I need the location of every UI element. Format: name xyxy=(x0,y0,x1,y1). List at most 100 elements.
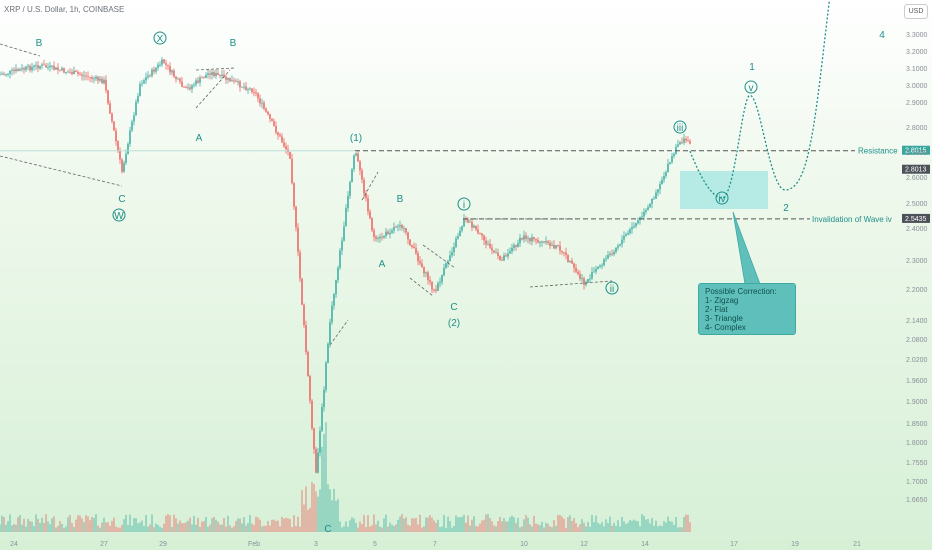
volume-bar xyxy=(11,525,13,532)
volume-bar xyxy=(385,514,387,532)
volume-bar xyxy=(225,526,227,532)
candle-body xyxy=(231,80,233,82)
candle-body xyxy=(681,142,683,144)
volume-bar xyxy=(25,526,27,532)
candle-body xyxy=(271,118,273,122)
candle-body xyxy=(459,230,461,236)
candle-body xyxy=(165,63,167,65)
y-tick-label: 1.6650 xyxy=(906,497,928,504)
candle-body xyxy=(621,239,623,245)
candle-body xyxy=(585,282,587,285)
candle-body xyxy=(411,244,413,247)
candle-body xyxy=(293,183,295,207)
candle-body xyxy=(647,207,649,211)
candle-body xyxy=(129,130,131,144)
candle-body xyxy=(307,351,309,377)
candle-body xyxy=(357,153,359,162)
candle-body xyxy=(235,80,237,82)
volume-bar xyxy=(449,521,451,532)
candle-body xyxy=(561,250,563,253)
volume-bar xyxy=(9,514,11,532)
volume-bar xyxy=(173,514,175,532)
volume-bar xyxy=(635,520,637,532)
candle-body xyxy=(183,86,185,88)
candle-body xyxy=(429,280,431,282)
candle-body xyxy=(51,65,53,67)
volume-bar xyxy=(369,526,371,532)
candle-body xyxy=(141,83,143,85)
volume-bar xyxy=(109,525,111,532)
volume-bar xyxy=(679,527,681,532)
candle-body xyxy=(29,65,31,71)
candle-body xyxy=(471,221,473,228)
volume-bar xyxy=(187,520,189,532)
candle-body xyxy=(567,255,569,262)
candle-body xyxy=(377,238,379,240)
currency-button[interactable]: USD xyxy=(904,4,928,19)
candle-body xyxy=(263,102,265,109)
volume-bar xyxy=(245,525,247,532)
volume-bar xyxy=(283,518,285,532)
wave-circle xyxy=(153,31,167,45)
volume-bar xyxy=(687,514,689,532)
candle-body xyxy=(153,69,155,72)
volume-bar xyxy=(137,523,139,532)
candle-body xyxy=(401,225,403,229)
candle-body xyxy=(27,65,29,67)
candle-body xyxy=(579,273,581,279)
price-tag xyxy=(902,164,930,174)
volume-bar xyxy=(619,526,621,532)
wave-label: 1 xyxy=(749,62,755,73)
volume-bar xyxy=(179,520,181,532)
volume-bar xyxy=(505,521,507,532)
candle-body xyxy=(467,219,469,223)
volume-bar xyxy=(1,515,3,532)
volume-bar xyxy=(195,524,197,532)
volume-bar xyxy=(17,517,19,532)
candle-body xyxy=(143,80,145,84)
candle-body xyxy=(247,89,249,90)
candle-body xyxy=(279,135,281,137)
volume-bar xyxy=(235,521,237,532)
candle-body xyxy=(689,141,691,144)
candle-body xyxy=(253,92,255,94)
x-tick-label: 10 xyxy=(520,541,528,548)
candle-body xyxy=(457,235,459,239)
candle-body xyxy=(507,253,509,257)
volume-bar xyxy=(303,504,305,532)
volume-bar xyxy=(375,524,377,532)
volume-bar xyxy=(247,523,249,532)
volume-bar xyxy=(101,522,103,532)
volume-bar xyxy=(267,521,269,532)
candle-body xyxy=(75,70,77,73)
volume-bar xyxy=(353,518,355,532)
volume-bar xyxy=(625,524,627,532)
candle-body xyxy=(535,238,537,241)
candle-body xyxy=(225,76,227,80)
candle-body xyxy=(599,265,601,267)
volume-bar xyxy=(71,522,73,532)
candle-body xyxy=(317,452,319,473)
volume-bar xyxy=(487,514,489,532)
volume-bar xyxy=(653,525,655,532)
volume-bar xyxy=(609,516,611,532)
candle-body xyxy=(63,68,65,73)
volume-bar xyxy=(479,523,481,532)
candle-body xyxy=(67,71,69,73)
volume-bar xyxy=(29,521,31,532)
volume-bar xyxy=(431,517,433,532)
volume-bar xyxy=(75,519,77,532)
volume-bar xyxy=(383,518,385,532)
volume-bar xyxy=(541,521,543,532)
candle-body xyxy=(37,65,39,69)
candle-body xyxy=(493,250,495,253)
candle-body xyxy=(539,242,541,244)
volume-bar xyxy=(685,514,687,532)
volume-bar xyxy=(325,422,327,532)
volume-bar xyxy=(561,516,563,532)
candle-body xyxy=(619,244,621,246)
volume-bar xyxy=(181,523,183,532)
candle-body xyxy=(145,77,147,81)
candle-body xyxy=(109,103,111,114)
